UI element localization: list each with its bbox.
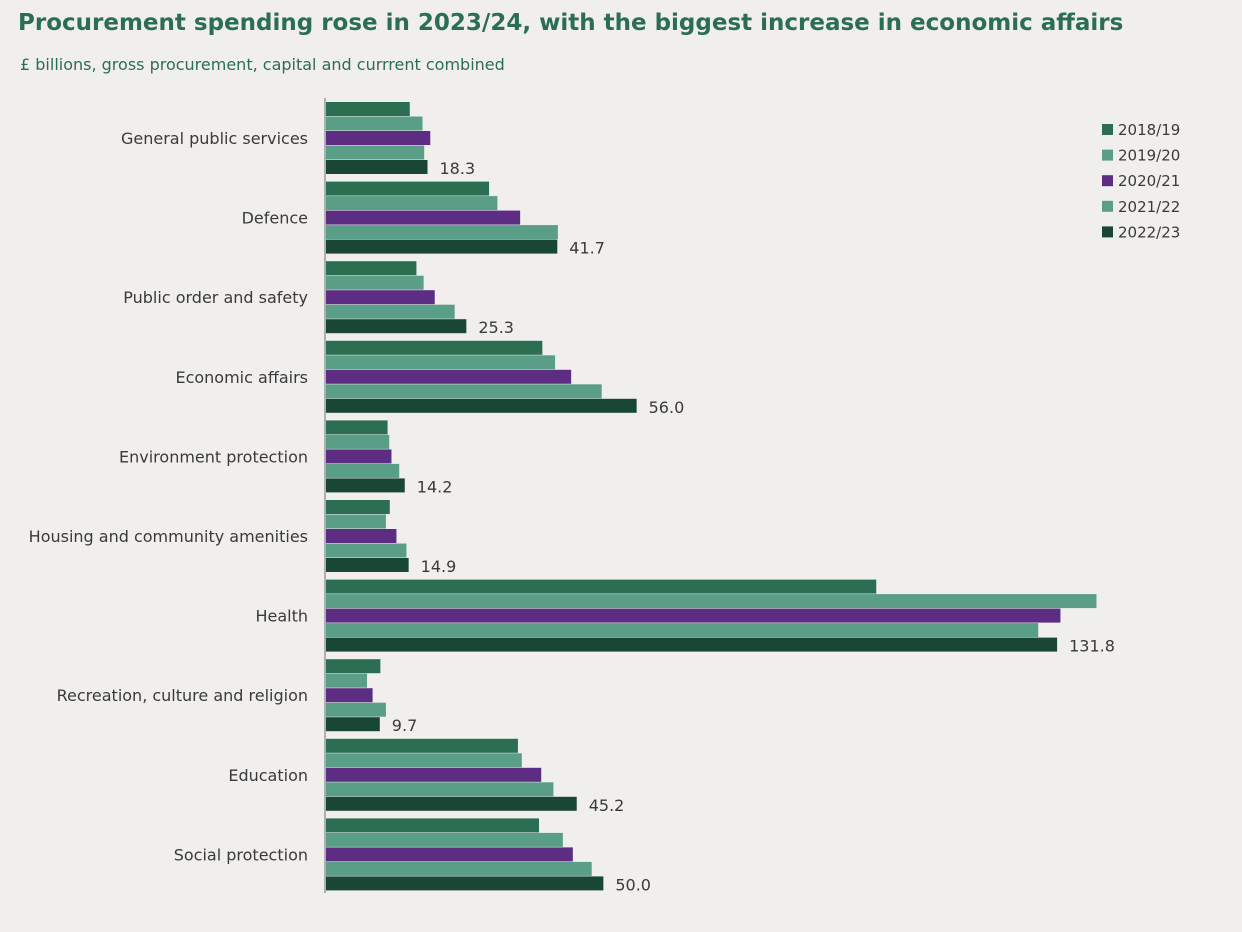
category-label-public-order-and-safety: Public order and safety (123, 288, 308, 307)
bar-housing-and-community-amenities-2021-22 (326, 543, 407, 558)
bar-defence-2020-21 (326, 210, 521, 225)
bar-economic-affairs-2018-19 (326, 340, 543, 355)
bar-recreation-culture-and-religion-2021-22 (326, 702, 386, 717)
bar-public-order-and-safety-2021-22 (326, 304, 455, 319)
data-label-economic-affairs: 56.0 (649, 398, 685, 417)
bar-health-2021-22 (326, 623, 1039, 638)
bar-public-order-and-safety-2020-21 (326, 290, 435, 305)
legend-swatch-2022-23 (1102, 226, 1113, 238)
data-label-health: 131.8 (1069, 637, 1115, 656)
data-label-education: 45.2 (589, 796, 625, 815)
bar-housing-and-community-amenities-2020-21 (326, 529, 397, 543)
category-label-social-protection: Social protection (174, 845, 308, 864)
bar-general-public-services-2021-22 (326, 145, 425, 160)
data-label-social-protection: 50.0 (615, 875, 651, 894)
legend-label-2022-23: 2022/23 (1118, 223, 1180, 241)
bar-environment-protection-2020-21 (326, 449, 392, 464)
bar-public-order-and-safety-2018-19 (326, 261, 417, 276)
bar-social-protection-2019-20 (326, 832, 563, 847)
bar-environment-protection-2022-23 (326, 478, 405, 493)
legend-label-2018-19: 2018/19 (1118, 121, 1180, 139)
bar-recreation-culture-and-religion-2018-19 (326, 659, 381, 674)
bar-defence-2022-23 (326, 239, 558, 254)
legend-swatch-2019-20 (1102, 149, 1113, 161)
category-label-education: Education (228, 766, 308, 785)
chart-subtitle: £ billions, gross procurement, capital a… (20, 55, 505, 74)
bar-environment-protection-2019-20 (326, 434, 390, 449)
data-label-environment-protection: 14.2 (417, 477, 453, 496)
bar-education-2019-20 (326, 753, 522, 768)
data-label-public-order-and-safety: 25.3 (478, 318, 514, 337)
legend-swatch-2020-21 (1102, 175, 1113, 187)
bar-general-public-services-2020-21 (326, 131, 431, 145)
bar-social-protection-2022-23 (326, 876, 604, 891)
bar-social-protection-2020-21 (326, 847, 573, 862)
data-label-housing-and-community-amenities: 14.9 (421, 557, 457, 576)
bar-environment-protection-2018-19 (326, 420, 388, 435)
bar-public-order-and-safety-2019-20 (326, 275, 424, 290)
chart-title: Procurement spending rose in 2023/24, wi… (18, 10, 1124, 36)
bar-economic-affairs-2022-23 (326, 398, 637, 413)
category-label-housing-and-community-amenities: Housing and community amenities (29, 527, 308, 546)
bar-education-2020-21 (326, 767, 542, 782)
category-label-recreation-culture-and-religion: Recreation, culture and religion (57, 686, 308, 705)
bar-recreation-culture-and-religion-2020-21 (326, 688, 373, 703)
bar-economic-affairs-2020-21 (326, 369, 572, 384)
data-label-defence: 41.7 (569, 239, 605, 258)
bars-layer (326, 102, 1097, 891)
legend-swatch-2021-22 (1102, 200, 1113, 212)
bar-general-public-services-2019-20 (326, 116, 423, 131)
category-label-general-public-services: General public services (121, 129, 308, 148)
category-label-health: Health (255, 607, 308, 626)
bar-education-2018-19 (326, 738, 518, 753)
bar-health-2019-20 (326, 594, 1097, 609)
legend-label-2019-20: 2019/20 (1118, 147, 1180, 165)
category-label-environment-protection: Environment protection (119, 447, 308, 466)
labels-layer: General public services 18.3 Defence 41.7 Pu… (29, 129, 1115, 894)
bar-health-2020-21 (326, 608, 1061, 623)
category-label-defence: Defence (242, 209, 308, 228)
bar-general-public-services-2022-23 (326, 160, 428, 174)
legend-label-2020-21: 2020/21 (1118, 172, 1180, 190)
bar-defence-2019-20 (326, 196, 498, 211)
legend: 2018/19 2019/20 2020/21 2021/22 2022/23 (1102, 121, 1180, 241)
bar-social-protection-2021-22 (326, 861, 592, 876)
bar-education-2022-23 (326, 796, 577, 811)
data-label-recreation-culture-and-religion: 9.7 (392, 716, 417, 735)
bar-general-public-services-2018-19 (326, 102, 410, 116)
data-label-general-public-services: 18.3 (440, 159, 476, 178)
bar-housing-and-community-amenities-2019-20 (326, 514, 386, 529)
bar-health-2018-19 (326, 579, 877, 594)
category-label-economic-affairs: Economic affairs (175, 368, 308, 387)
legend-label-2021-22: 2021/22 (1118, 198, 1180, 216)
bar-defence-2018-19 (326, 181, 490, 196)
bar-health-2022-23 (326, 637, 1058, 652)
bar-defence-2021-22 (326, 225, 558, 240)
bar-housing-and-community-amenities-2018-19 (326, 500, 390, 514)
bar-recreation-culture-and-religion-2019-20 (326, 673, 368, 688)
bar-economic-affairs-2021-22 (326, 384, 602, 399)
bar-housing-and-community-amenities-2022-23 (326, 558, 409, 572)
bar-social-protection-2018-19 (326, 818, 540, 833)
legend-swatch-2018-19 (1102, 124, 1113, 135)
bar-education-2021-22 (326, 782, 554, 797)
bar-economic-affairs-2019-20 (326, 355, 556, 370)
bar-recreation-culture-and-religion-2022-23 (326, 717, 380, 732)
bar-environment-protection-2021-22 (326, 463, 400, 478)
bar-public-order-and-safety-2022-23 (326, 319, 467, 334)
